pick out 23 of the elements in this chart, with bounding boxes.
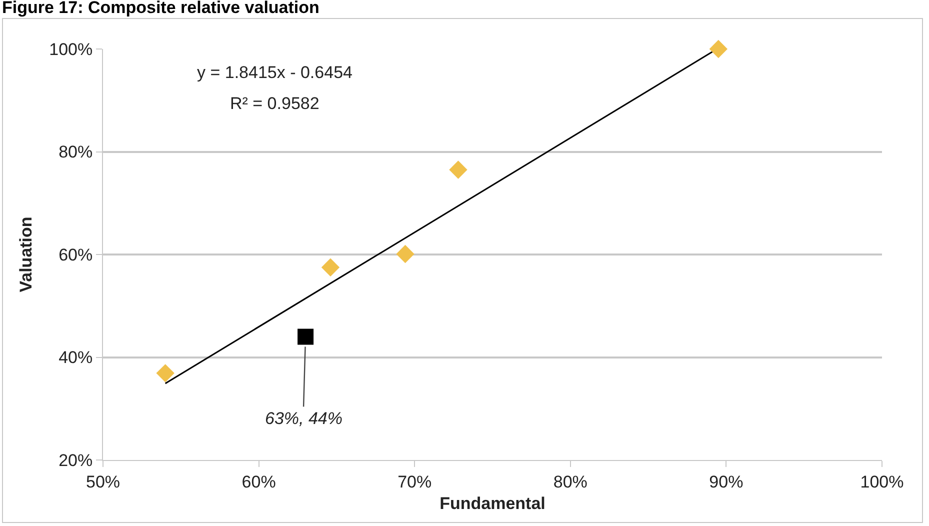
y-tick-label: 40% (58, 348, 93, 368)
y-tick-label: 60% (58, 245, 93, 264)
y-tick-label: 80% (58, 142, 93, 162)
annotation: y = 1.8415x - 0.6454 (197, 63, 352, 82)
annotation: R² = 0.9582 (230, 94, 320, 113)
x-tick-label: 70% (398, 472, 432, 492)
point (321, 258, 340, 276)
x-axis-title: Fundamental (440, 494, 546, 513)
x-tick-label: 90% (709, 472, 744, 492)
x-tick-label: 50% (86, 472, 120, 492)
x-tick-label: 60% (242, 472, 276, 492)
point (396, 244, 414, 264)
point (449, 160, 468, 179)
x-tick-label: 80% (553, 472, 588, 492)
chart-title: Figure 17: Composite relative valuation (2, 0, 320, 18)
y-tick-label: 20% (58, 450, 93, 470)
annotation: 63%, 44% (265, 409, 342, 428)
point (709, 40, 728, 58)
y-tick-label: 100% (49, 40, 93, 59)
y-axis-title: Valuation (16, 216, 36, 292)
point (156, 364, 174, 382)
x-tick-label: 100% (860, 472, 904, 492)
point (298, 328, 314, 345)
